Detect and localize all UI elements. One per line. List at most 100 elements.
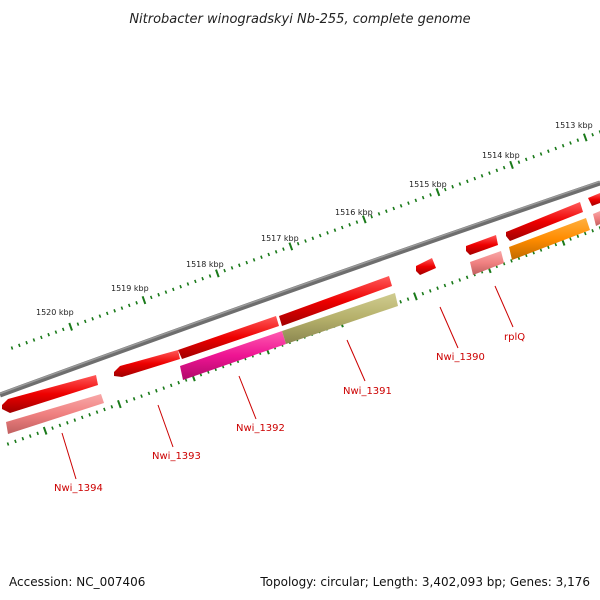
gene-arrow[interactable]: [2, 375, 98, 413]
minor-tick: [230, 266, 234, 270]
minor-tick: [83, 319, 87, 324]
minor-tick: [132, 397, 136, 401]
minor-tick: [311, 236, 315, 241]
gene-label-nwi-1392[interactable]: Nwi_1392: [236, 423, 285, 434]
minor-tick: [274, 250, 278, 254]
callout-line: [238, 375, 257, 420]
minor-tick: [95, 410, 99, 414]
minor-tick: [157, 292, 160, 297]
gene-label-nwi-1393[interactable]: Nwi_1393: [152, 451, 201, 462]
minor-tick: [47, 332, 50, 337]
minor-tick: [480, 174, 484, 178]
minor-tick: [569, 237, 572, 241]
cds-feature[interactable]: [470, 251, 504, 275]
gene-track: [2, 193, 600, 434]
gene-label-nwi-1394[interactable]: Nwi_1394: [54, 483, 103, 494]
minor-tick: [282, 247, 285, 251]
callout-line: [439, 306, 459, 349]
minor-tick: [61, 327, 65, 332]
minor-tick: [127, 303, 131, 308]
gene-arrow[interactable]: [114, 350, 180, 377]
minor-tick: [238, 263, 241, 268]
minor-tick: [377, 212, 381, 216]
minor-tick: [465, 275, 469, 280]
minor-tick: [576, 138, 580, 142]
minor-tick: [177, 380, 180, 385]
minor-tick: [495, 168, 499, 173]
major-tick: [141, 295, 147, 305]
gene-arrow[interactable]: [279, 276, 392, 326]
minor-tick: [66, 421, 69, 425]
minor-tick: [326, 231, 329, 235]
minor-tick: [88, 413, 91, 417]
scale-label: 1514 kbp: [482, 151, 520, 160]
cds-feature[interactable]: [509, 218, 590, 260]
scale-label: 1520 kbp: [36, 308, 74, 317]
minor-tick: [591, 229, 594, 233]
cds-feature[interactable]: [282, 293, 398, 344]
minor-tick: [517, 160, 521, 164]
gene-arrow[interactable]: [588, 193, 600, 206]
minor-tick: [554, 242, 558, 247]
minor-tick: [267, 252, 271, 257]
map-title: Nitrobacter winogradskyi Nb-255, complet…: [129, 12, 470, 27]
minor-tick: [547, 245, 550, 249]
minor-tick: [488, 171, 491, 175]
scale-label: 1519 kbp: [111, 284, 149, 293]
minor-tick: [76, 322, 80, 326]
minor-tick: [245, 260, 249, 265]
gene-arrow[interactable]: [466, 235, 498, 255]
minor-tick: [421, 291, 425, 296]
minor-tick: [473, 176, 477, 181]
minor-tick: [407, 201, 410, 205]
callout-line: [61, 432, 77, 480]
minor-tick: [340, 225, 344, 230]
minor-tick: [18, 343, 21, 348]
minor-tick: [51, 426, 54, 430]
minor-tick: [547, 149, 550, 153]
minor-tick: [21, 436, 25, 441]
minor-tick: [421, 195, 425, 200]
gene-arrow[interactable]: [506, 202, 583, 241]
minor-tick: [32, 338, 36, 342]
scale-label: 1517 kbp: [261, 234, 299, 243]
minor-tick: [451, 280, 454, 285]
minor-tick: [25, 340, 28, 345]
minor-tick: [296, 241, 300, 246]
minor-tick: [58, 423, 62, 428]
cds-feature[interactable]: [593, 211, 600, 226]
gene-arrow[interactable]: [416, 258, 436, 275]
cds-feature[interactable]: [180, 331, 286, 380]
minor-tick: [252, 258, 256, 262]
minor-tick: [532, 154, 535, 159]
minor-tick: [169, 383, 173, 388]
gene-label-nwi-1390[interactable]: Nwi_1390: [436, 352, 485, 363]
minor-tick: [91, 317, 94, 321]
minor-tick: [80, 415, 84, 420]
minor-tick: [162, 386, 166, 390]
minor-tick: [208, 274, 212, 278]
minor-tick: [110, 405, 114, 409]
minor-tick: [554, 146, 558, 151]
minor-tick: [36, 431, 39, 436]
major-tick: [215, 269, 220, 278]
minor-tick: [458, 182, 462, 186]
minor-tick: [98, 314, 102, 318]
callout-line: [346, 339, 366, 382]
major-tick: [117, 399, 122, 409]
scale-label: 1516 kbp: [335, 208, 373, 217]
callout-line: [157, 404, 174, 448]
gene-label-nwi-1391[interactable]: Nwi_1391: [343, 386, 392, 397]
cds-feature[interactable]: [6, 394, 104, 434]
minor-tick: [10, 346, 14, 350]
gene-arrow[interactable]: [178, 316, 279, 359]
major-tick: [413, 292, 418, 301]
minor-tick: [370, 214, 373, 219]
minor-tick: [414, 198, 418, 203]
scale-label: 1515 kbp: [409, 180, 447, 189]
gene-label-rplq[interactable]: rplQ: [504, 332, 525, 343]
minor-tick: [443, 187, 447, 192]
minor-tick: [120, 306, 124, 310]
minor-tick: [28, 434, 32, 438]
